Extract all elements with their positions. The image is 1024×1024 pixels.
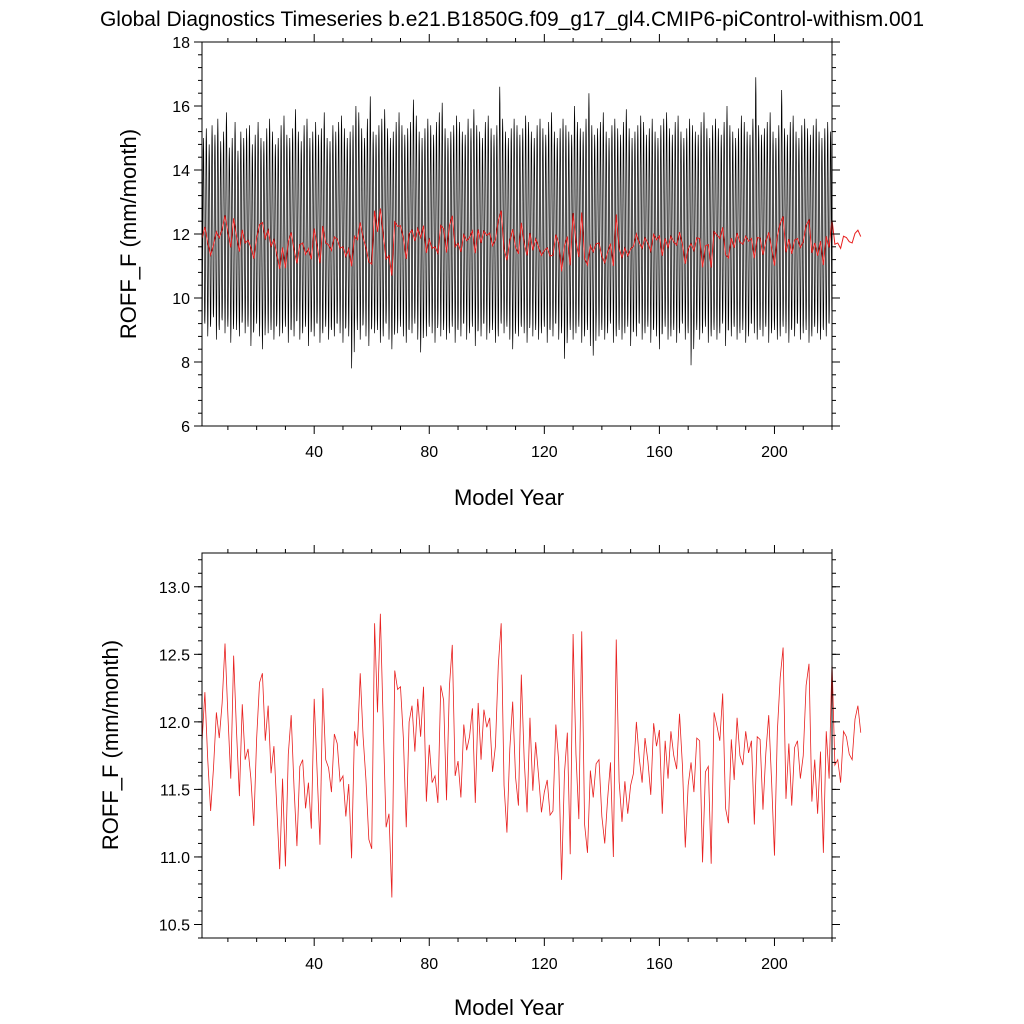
plot-frame bbox=[201, 552, 833, 939]
x-tick-label: 40 bbox=[305, 956, 323, 973]
x-tick-label: 120 bbox=[531, 444, 558, 461]
monthly-series-line bbox=[201, 77, 833, 369]
y-tick-label: 11.0 bbox=[160, 850, 190, 867]
x-tick-label: 160 bbox=[646, 956, 673, 973]
y-tick-label: 6 bbox=[181, 419, 190, 436]
monthly-timeseries-panel: 6 8 10 12 14 16 18 40 80 120 160 200 Model Year ROF… bbox=[116, 34, 862, 510]
y-tick-label: 14 bbox=[172, 163, 190, 180]
x-tick-label: 160 bbox=[646, 444, 673, 461]
x-tick-label: 80 bbox=[420, 444, 438, 461]
y-tick-label: 11.5 bbox=[160, 782, 190, 799]
annual-mean-panel: 10.5 11.0 11.5 12.0 12.5 13.0 40 80 120 160 200 Mo… bbox=[98, 545, 862, 1020]
x-tick-label: 200 bbox=[761, 956, 788, 973]
annual-mean-series-line bbox=[201, 613, 862, 898]
annual-mean-series-line bbox=[201, 208, 862, 276]
y-tick-label: 12.0 bbox=[159, 715, 190, 732]
x-axis-title: Model Year bbox=[454, 995, 564, 1020]
x-axis-title: Model Year bbox=[454, 485, 564, 510]
x-tick-label: 80 bbox=[420, 956, 438, 973]
y-tick-label: 10.5 bbox=[159, 917, 190, 934]
y-tick-label: 8 bbox=[181, 355, 190, 372]
y-axis-title: ROFF_F (mm/month) bbox=[116, 129, 141, 339]
y-tick-label: 12 bbox=[172, 227, 190, 244]
page-title: Global Diagnostics Timeseries b.e21.B185… bbox=[100, 8, 924, 31]
x-tick-label: 200 bbox=[761, 444, 788, 461]
y-tick-label: 18 bbox=[172, 35, 190, 52]
y-tick-label: 12.5 bbox=[159, 647, 190, 664]
axis-layer: 10.5 11.0 11.5 12.0 12.5 13.0 40 80 120 160 200 bbox=[159, 545, 840, 973]
series-layer bbox=[201, 613, 862, 898]
x-tick-label: 120 bbox=[531, 956, 558, 973]
y-tick-label: 13.0 bbox=[159, 580, 190, 597]
y-tick-label: 16 bbox=[172, 99, 190, 116]
series-layer bbox=[201, 77, 862, 369]
y-axis-title: ROFF_F (mm/month) bbox=[98, 640, 123, 850]
axis-layer: 6 8 10 12 14 16 18 40 80 120 160 200 bbox=[172, 34, 840, 461]
x-tick-label: 40 bbox=[305, 444, 323, 461]
y-tick-label: 10 bbox=[172, 291, 190, 308]
